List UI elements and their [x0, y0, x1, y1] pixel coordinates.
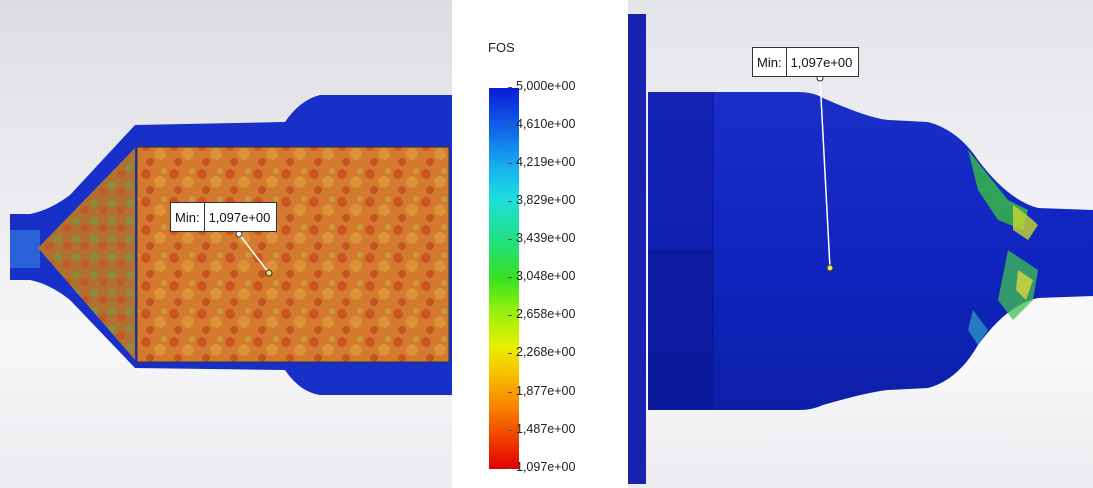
exterior-view-model[interactable] — [628, 0, 1093, 488]
segment-left-shadow — [648, 250, 713, 410]
legend-tick: 4,219e+00 — [507, 155, 576, 169]
legend-tick: 5,000e+00 — [507, 79, 576, 93]
legend-tick: 3,829e+00 — [507, 193, 576, 207]
min-leader-line — [238, 233, 270, 274]
min-leader-line — [819, 77, 831, 269]
min-value: 1,097e+00 — [790, 54, 853, 70]
min-label: Min: — [171, 203, 205, 231]
min-annotation-left[interactable]: Min: 1,097e+00 — [170, 202, 278, 232]
stress-region-yellow — [1013, 205, 1038, 240]
legend-colorbar — [489, 88, 519, 469]
legend-tick: 2,658e+00 — [507, 307, 576, 321]
min-point — [265, 269, 273, 277]
fos-legend: FOS 5,000e+00 4,610e+00 4,219e+00 3,829e… — [452, 0, 637, 488]
section-view-panel[interactable]: Min: 1,097e+00 — [0, 0, 470, 488]
section-view-model[interactable] — [0, 0, 470, 488]
exterior-view-panel[interactable]: Min: 1,097e+00 — [628, 0, 1093, 488]
legend-tick: 1,097e+00 — [507, 460, 576, 474]
housing-exterior — [648, 92, 1093, 410]
min-value: 1,097e+00 — [208, 209, 271, 225]
stress-region-lower-yellow — [1016, 270, 1033, 300]
min-annotation-right[interactable]: Min: 1,097e+00 — [752, 47, 860, 77]
cone-region — [38, 148, 135, 360]
substrate-core — [136, 146, 450, 363]
legend-tick: 1,487e+00 — [507, 422, 576, 436]
legend-title: FOS — [488, 40, 515, 55]
min-point — [826, 264, 834, 272]
legend-tick: 3,048e+00 — [507, 269, 576, 283]
legend-tick: 3,439e+00 — [507, 231, 576, 245]
min-label: Min: — [753, 48, 787, 76]
stress-region-small — [968, 310, 988, 345]
legend-tick: 4,610e+00 — [507, 117, 576, 131]
legend-tick: 2,268e+00 — [507, 345, 576, 359]
inlet-tube — [10, 230, 40, 268]
legend-tick: 1,877e+00 — [507, 384, 576, 398]
flange-right — [628, 14, 646, 484]
